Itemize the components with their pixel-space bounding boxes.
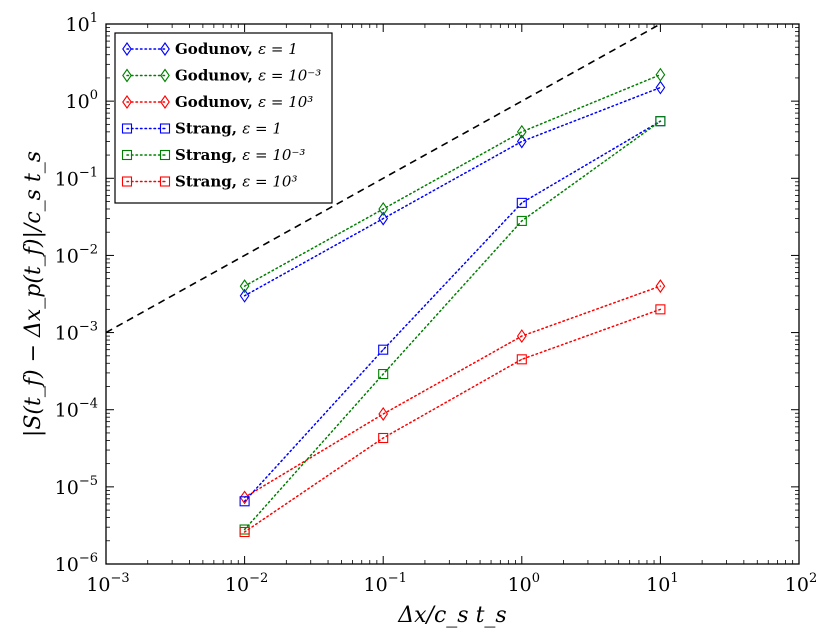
- legend-marker-b-0: [160, 42, 170, 56]
- legend-box: [114, 32, 333, 204]
- data-point-5-1: [378, 432, 389, 444]
- series-line-3: [243, 120, 662, 503]
- data-point-2-2: [516, 329, 527, 344]
- x-tick-label-3: 100: [508, 571, 540, 596]
- data-point-4-1: [378, 368, 389, 380]
- y-tick-label-6: 100: [66, 88, 98, 113]
- data-point-5-3: [655, 304, 666, 315]
- data-point-2-1: [378, 407, 389, 421]
- legend-marker-a-2: [122, 95, 132, 109]
- data-point-3-0: [239, 496, 250, 507]
- y-tick-label-4: 10−2: [55, 242, 98, 267]
- data-point-1-0: [239, 279, 250, 294]
- data-point-3-2: [516, 197, 527, 208]
- legend-label-1: Godunov, ε = 10⁻³: [175, 67, 321, 85]
- data-point-1-1: [378, 202, 389, 216]
- series-line-1: [243, 73, 662, 287]
- legend-marker-b-4: [159, 149, 171, 161]
- x-tick-label-0: 10−3: [86, 571, 129, 596]
- y-tick-label-1: 10−5: [55, 474, 98, 499]
- data-point-2-0: [239, 490, 250, 505]
- reference-line-layer: [106, 24, 661, 334]
- legend-label-4: Strang, ε = 10⁻³: [175, 146, 305, 164]
- legend-marker-a-3: [121, 123, 133, 134]
- x-tick-label-5: 102: [785, 571, 817, 596]
- legend-marker-b-2: [160, 95, 170, 109]
- y-tick-label-5: 10−1: [55, 165, 98, 190]
- legend-label-0: Godunov, ε = 1: [175, 40, 298, 58]
- data-point-4-2: [516, 215, 527, 226]
- series-layer: [239, 67, 666, 538]
- y-tick-label-0: 10−6: [55, 551, 98, 576]
- data-point-1-3: [655, 67, 666, 82]
- legend-label-5: Strang, ε = 10³: [175, 173, 298, 191]
- x-tick-label-4: 101: [646, 571, 678, 596]
- data-point-1-2: [516, 124, 527, 139]
- legend-marker-a-4: [121, 149, 133, 161]
- data-point-0-1: [378, 211, 389, 226]
- data-point-5-0: [239, 526, 250, 538]
- series-line-2: [243, 285, 662, 499]
- legend-marker-a-5: [121, 176, 133, 187]
- legend-marker-a-1: [122, 68, 132, 83]
- legend-marker-b-3: [159, 123, 171, 134]
- data-point-0-0: [239, 288, 250, 303]
- legend-label-2: Godunov, ε = 10³: [175, 93, 313, 111]
- legend-marker-b-5: [159, 176, 171, 187]
- legend: Godunov, ε = 1 Godunov, ε = 10⁻³ Godunov, …: [114, 32, 333, 204]
- data-point-0-3: [655, 80, 666, 95]
- legend-label-3: Strang, ε = 1: [175, 120, 282, 138]
- y-tick-label-7: 101: [66, 11, 98, 36]
- data-point-5-2: [516, 354, 527, 365]
- data-point-3-1: [378, 344, 389, 355]
- series-line-5: [243, 308, 662, 533]
- y-axis-label: |S(t_f) − Δx_p(t_f)|/c_s t_s: [21, 151, 46, 437]
- legend-marker-b-1: [160, 68, 170, 83]
- ticks-layer: 10−3 10−2 10−1 100 101 102 10−6 10−5 10−4 10−3 10−…: [55, 11, 818, 596]
- x-axis-label: Δx/c_s t_s: [397, 603, 506, 628]
- data-point-4-3: [655, 116, 666, 127]
- y-tick-label-2: 10−4: [55, 397, 98, 422]
- y-tick-label-3: 10−3: [55, 320, 98, 345]
- legend-marker-a-0: [122, 42, 132, 56]
- data-point-2-3: [655, 279, 666, 294]
- plot-frame: [105, 23, 800, 565]
- reference-slope-line: [106, 24, 661, 334]
- x-tick-label-2: 10−1: [364, 571, 407, 596]
- data-point-0-2: [516, 134, 527, 149]
- series-line-4: [243, 120, 662, 531]
- series-line-0: [243, 86, 662, 297]
- x-tick-label-1: 10−2: [225, 571, 268, 596]
